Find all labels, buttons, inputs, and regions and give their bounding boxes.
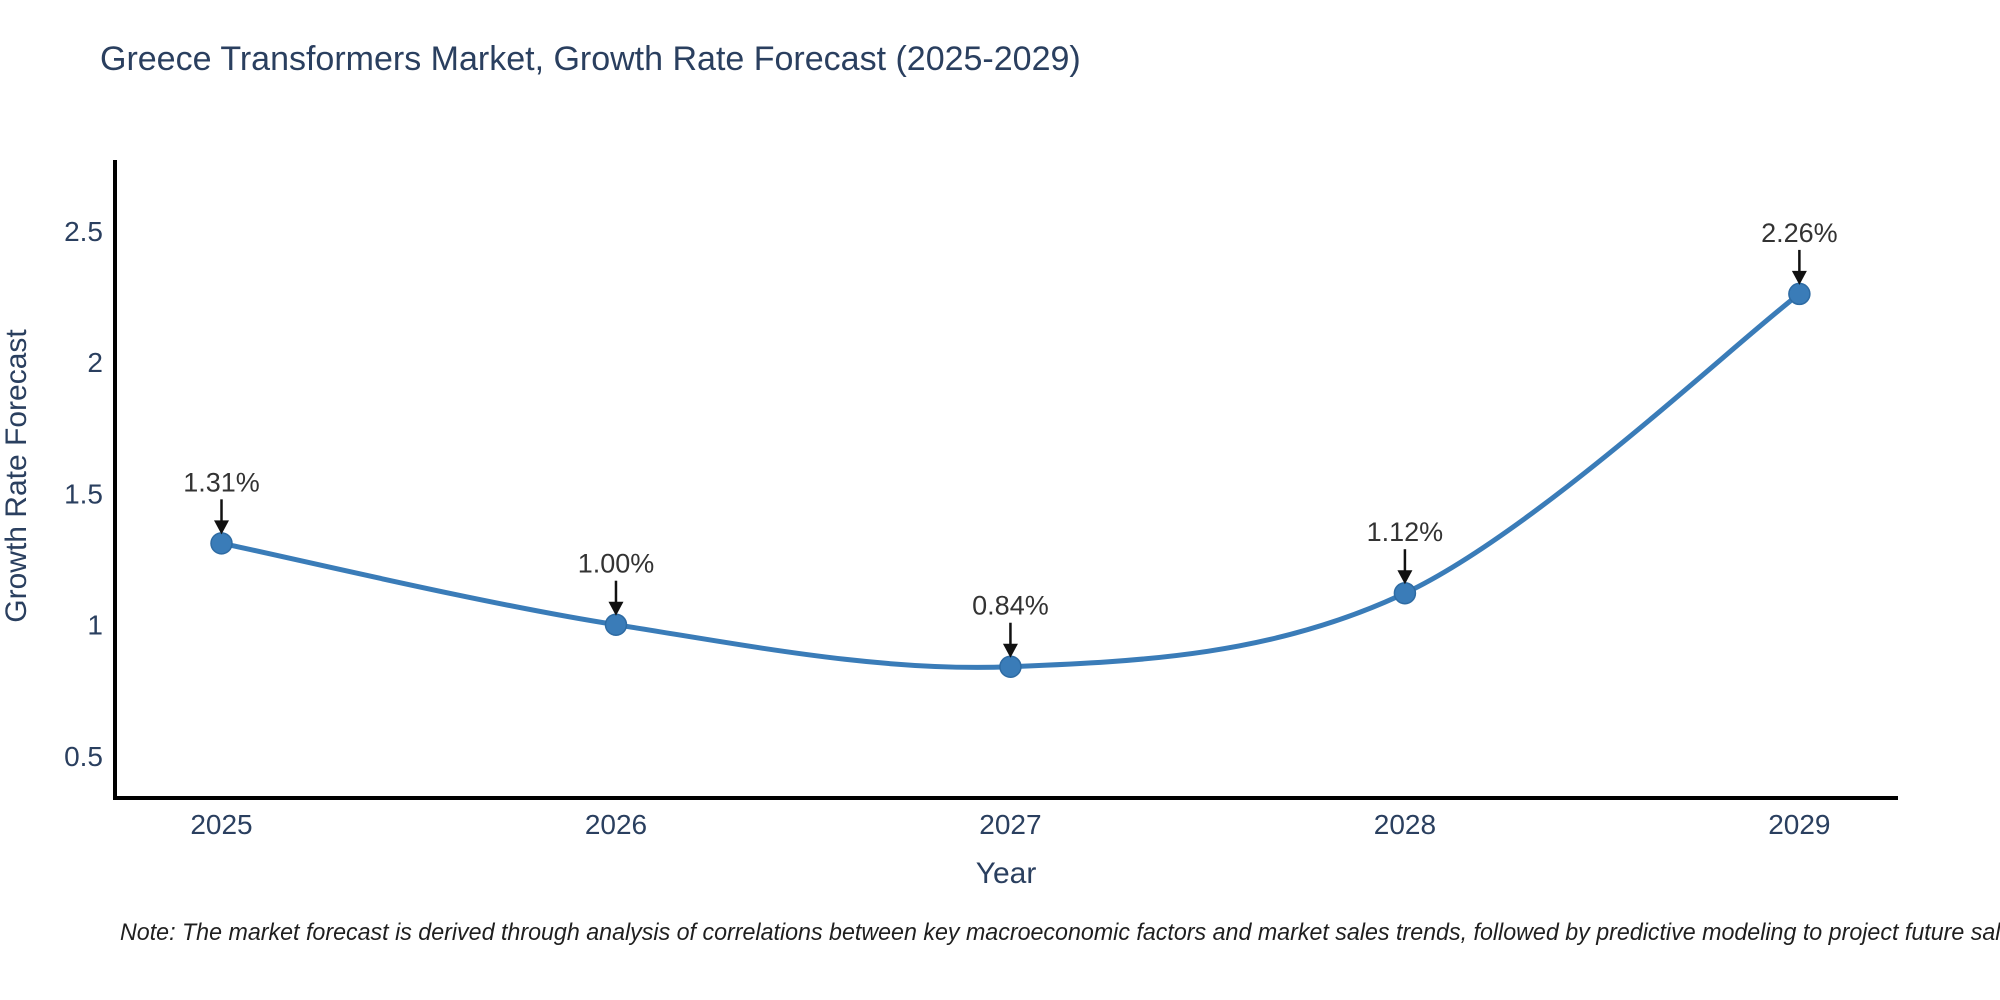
data-label: 1.00%	[578, 549, 655, 579]
x-tick-label: 2025	[190, 809, 252, 840]
x-tick-label: 2026	[585, 809, 647, 840]
data-point-marker	[999, 655, 1022, 678]
data-point-marker	[210, 532, 233, 555]
annotation-arrowhead	[1791, 270, 1807, 285]
point-annotations: 1.31% 1.00% 0.84% 1.12% 2.26%	[183, 218, 1838, 658]
y-tick-label: 2.5	[64, 216, 103, 247]
data-label: 1.31%	[183, 467, 260, 497]
y-tick-label: 0.5	[64, 741, 103, 772]
x-tick-label: 2027	[979, 809, 1041, 840]
forecast-series	[210, 282, 1811, 678]
data-point-marker	[1393, 581, 1417, 605]
data-point-marker	[604, 613, 628, 636]
annotation-arrowhead	[608, 601, 624, 616]
annotation-arrowhead	[214, 520, 230, 535]
x-axis-title: Year	[976, 857, 1037, 890]
annotation-arrowhead	[1397, 570, 1413, 585]
y-tick-label: 2	[87, 347, 103, 378]
y-tick-label: 1.5	[64, 478, 103, 509]
axes	[113, 160, 1898, 800]
data-point-marker	[1788, 282, 1811, 306]
x-tick-label: 2029	[1768, 809, 1830, 840]
tick-labels: 2025 2026 2027 2028 2029 0.5 1 1.5 2 2.5	[64, 216, 1830, 840]
footnote: Note: The market forecast is derived thr…	[120, 919, 2000, 946]
data-label: 1.12%	[1367, 517, 1444, 547]
y-axis-title: Growth Rate Forecast	[0, 329, 33, 623]
annotation-arrowhead	[1002, 643, 1018, 658]
x-tick-label: 2028	[1374, 809, 1436, 840]
y-tick-label: 1	[87, 610, 103, 641]
chart-title: Greece Transformers Market, Growth Rate …	[100, 40, 1081, 78]
data-label: 0.84%	[972, 591, 1049, 621]
data-label: 2.26%	[1761, 218, 1838, 248]
